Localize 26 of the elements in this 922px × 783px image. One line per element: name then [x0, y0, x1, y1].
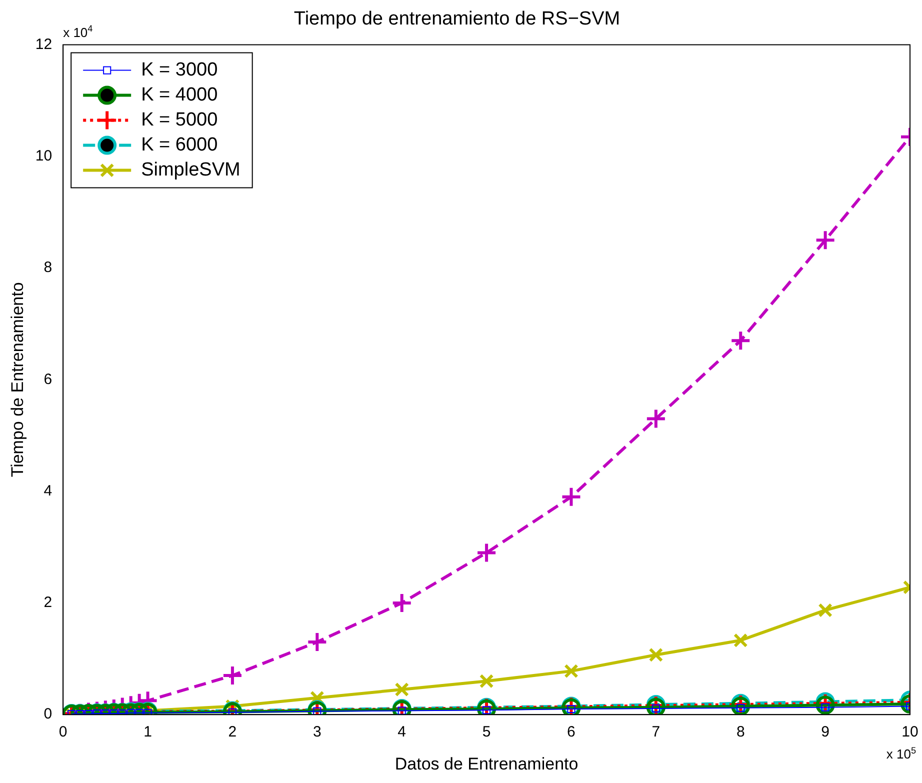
- x-tick-label: 6: [567, 724, 576, 741]
- chart-title: Tiempo de entrenamiento de RS−SVM: [294, 8, 620, 30]
- legend-label: K = 4000: [141, 84, 218, 106]
- legend-label: SimpleSVM: [141, 160, 240, 181]
- y-tick-label: 10: [35, 148, 52, 165]
- legend-label: K = 3000: [141, 60, 218, 81]
- y-tick-label: 0: [44, 706, 52, 723]
- x-tick-label: 4: [398, 724, 406, 741]
- x-tick-label: 1: [144, 724, 152, 741]
- y-tick-label: 6: [44, 370, 52, 388]
- x-tick-label: 0: [58, 724, 68, 741]
- x-tick-label: 3: [312, 724, 322, 741]
- x-tick-label: 9: [821, 724, 830, 741]
- y-tick-label: 12: [35, 36, 52, 53]
- y-tick-label: 2: [44, 594, 52, 612]
- legend-label: K = 5000: [141, 110, 218, 131]
- x-tick-label: 8: [736, 724, 745, 741]
- x-axis-title: Datos de Entrenamiento: [394, 754, 578, 774]
- y-axis-title: Tiempo de Entrenamiento: [8, 282, 27, 478]
- legend-label: K = 6000: [141, 134, 218, 156]
- y-tick-label: 8: [44, 259, 52, 276]
- y-tick-label: 4: [44, 482, 52, 500]
- x-tick-label: 10: [902, 724, 918, 741]
- x-tick-label: 2: [228, 724, 237, 741]
- x-tick-label: 7: [652, 724, 660, 741]
- x-tick-label: 5: [482, 724, 491, 741]
